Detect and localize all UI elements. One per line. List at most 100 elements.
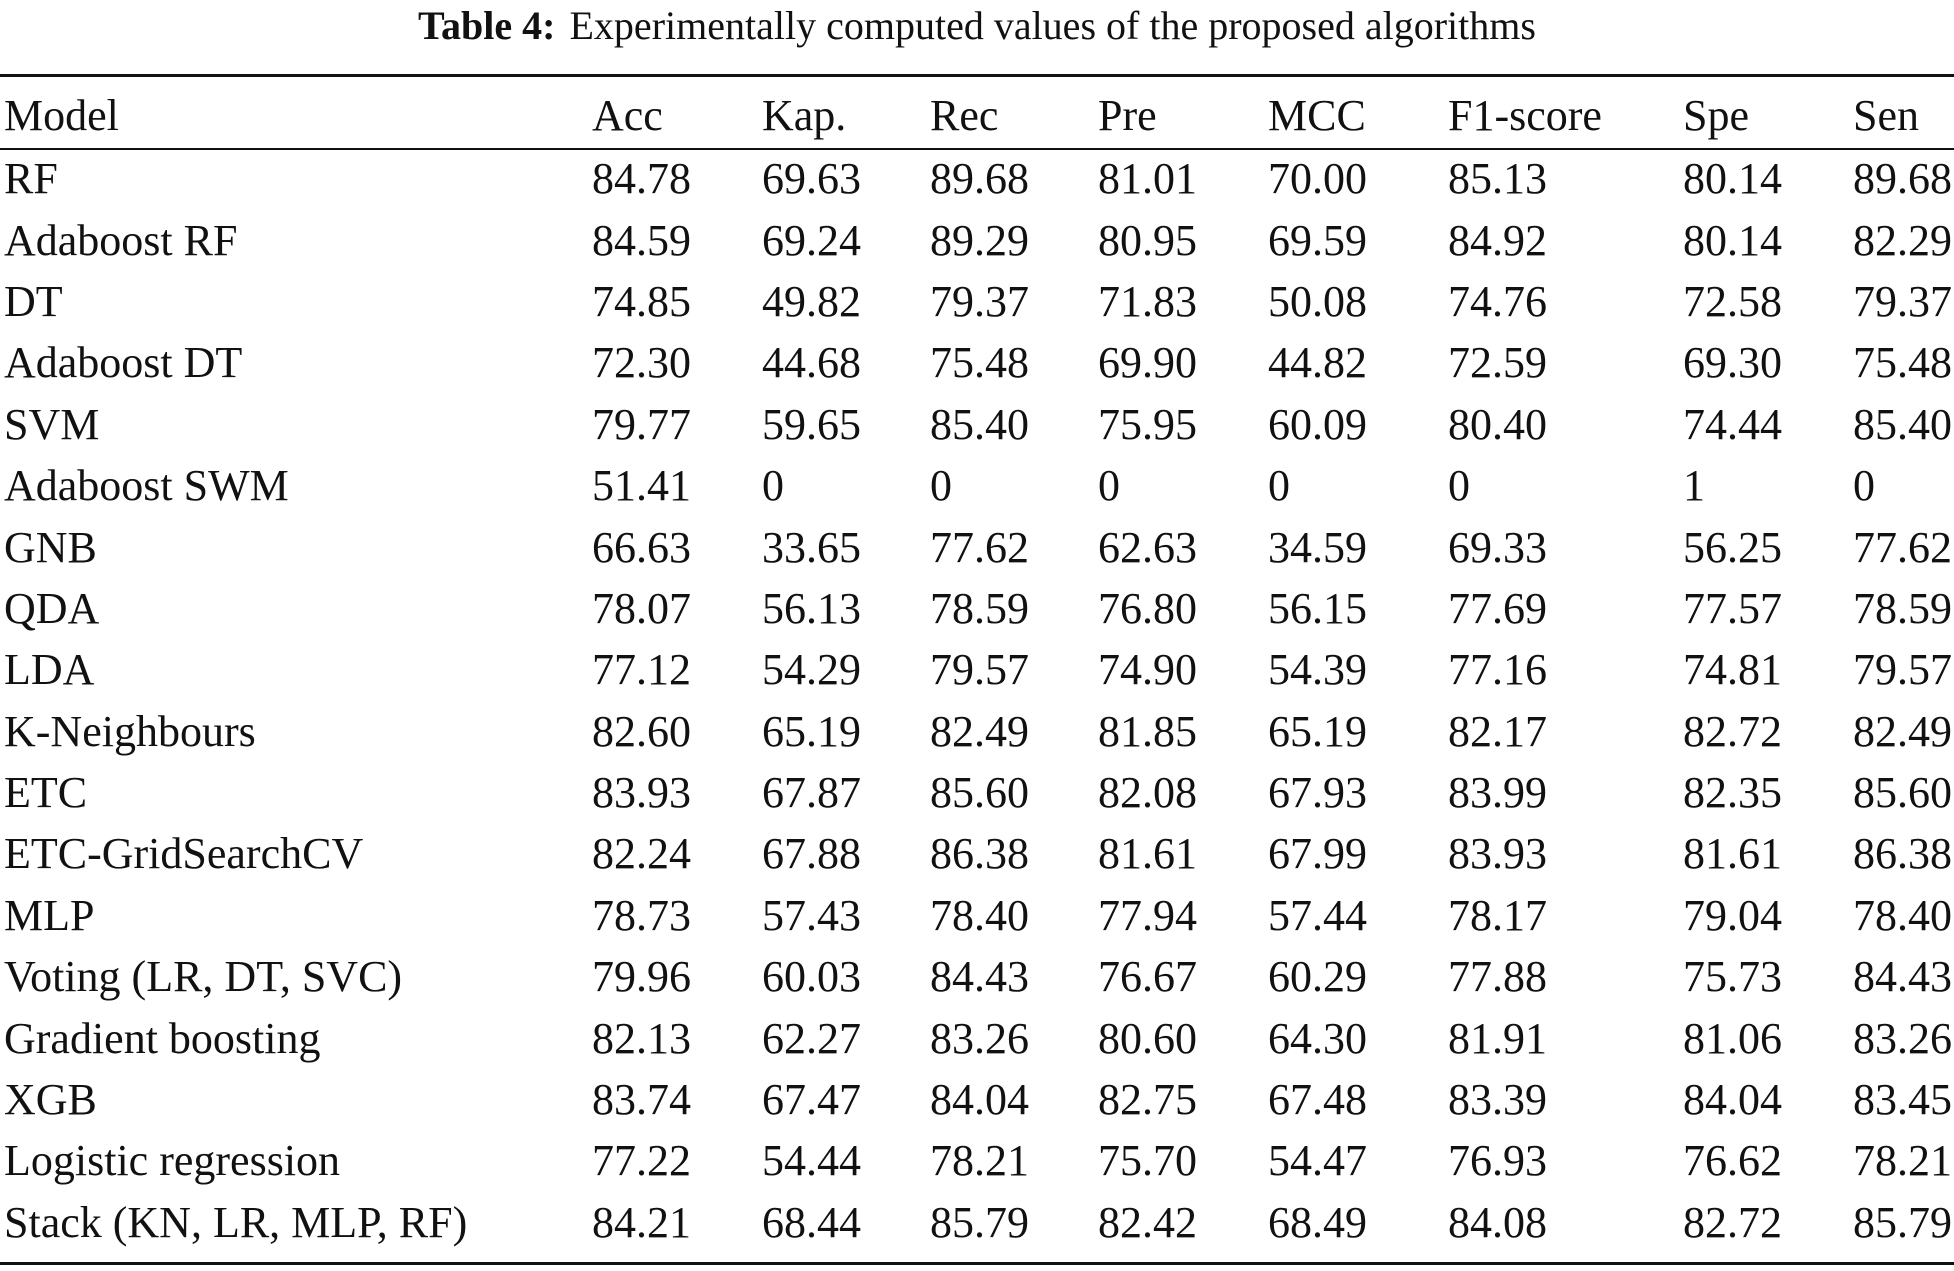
kappa-cell: 68.44 — [762, 1197, 861, 1247]
table-number-label: Table 4: — [418, 3, 556, 48]
acc-cell: 51.41 — [592, 461, 691, 511]
f1-score-cell: 83.39 — [1448, 1075, 1547, 1125]
table-row: SVM 79.77 59.65 85.40 75.95 60.09 80.40 74.44 85… — [0, 394, 1954, 455]
model-name-cell: ETC — [4, 768, 88, 818]
acc-cell: 82.60 — [592, 706, 691, 756]
table-caption: Table 4: Experimentally computed values o… — [0, 0, 1954, 52]
table-row: Voting (LR, DT, SVC) 79.96 60.03 84.43 76.67… — [0, 946, 1954, 1007]
model-name-cell: K-Neighbours — [4, 706, 256, 756]
sen-cell: 83.45 — [1853, 1075, 1952, 1125]
spe-cell: 76.62 — [1683, 1136, 1782, 1186]
kappa-cell: 67.87 — [762, 768, 861, 818]
kappa-cell: 49.82 — [762, 276, 861, 326]
mcc-cell: 44.82 — [1268, 338, 1367, 388]
f1-score-cell: 84.08 — [1448, 1197, 1547, 1247]
f1-score-cell: 80.40 — [1448, 399, 1547, 449]
table-row: RF 84.78 69.63 89.68 81.01 70.00 85.13 80.14 89.… — [0, 148, 1954, 209]
column-header-sen: Sen — [1853, 90, 1919, 140]
mcc-cell: 60.29 — [1268, 952, 1367, 1002]
table-row: Adaboost RF 84.59 69.24 89.29 80.95 69.59 84.9… — [0, 209, 1954, 270]
acc-cell: 84.78 — [592, 154, 691, 204]
pre-cell: 62.63 — [1098, 522, 1197, 572]
model-name-cell: Voting (LR, DT, SVC) — [4, 952, 403, 1002]
model-name-cell: MLP — [4, 890, 95, 940]
sen-cell: 82.29 — [1853, 215, 1952, 265]
model-name-cell: Gradient boosting — [4, 1013, 321, 1063]
f1-score-cell: 83.93 — [1448, 829, 1547, 879]
model-name-cell: XGB — [4, 1075, 97, 1125]
table-row: QDA 78.07 56.13 78.59 76.80 56.15 77.69 77.57 78… — [0, 578, 1954, 639]
f1-score-cell: 77.88 — [1448, 952, 1547, 1002]
spe-cell: 80.14 — [1683, 154, 1782, 204]
mcc-cell: 67.48 — [1268, 1075, 1367, 1125]
table-row: DT 74.85 49.82 79.37 71.83 50.08 74.76 72.58 79.… — [0, 271, 1954, 332]
rec-cell: 89.29 — [930, 215, 1029, 265]
acc-cell: 78.73 — [592, 890, 691, 940]
pre-cell: 75.95 — [1098, 399, 1197, 449]
rec-cell: 0 — [930, 461, 952, 511]
spe-cell: 75.73 — [1683, 952, 1782, 1002]
rec-cell: 89.68 — [930, 154, 1029, 204]
mcc-cell: 56.15 — [1268, 583, 1367, 633]
column-header-rec: Rec — [930, 90, 999, 140]
column-header-mcc: MCC — [1268, 90, 1366, 140]
table-row: Gradient boosting 82.13 62.27 83.26 80.60 64.… — [0, 1007, 1954, 1068]
sen-cell: 82.49 — [1853, 706, 1952, 756]
spe-cell: 1 — [1683, 461, 1705, 511]
pre-cell: 74.90 — [1098, 645, 1197, 695]
mcc-cell: 34.59 — [1268, 522, 1367, 572]
rec-cell: 75.48 — [930, 338, 1029, 388]
column-header-pre: Pre — [1098, 90, 1157, 140]
kappa-cell: 69.24 — [762, 215, 861, 265]
spe-cell: 82.72 — [1683, 706, 1782, 756]
kappa-cell: 54.44 — [762, 1136, 861, 1186]
model-name-cell: QDA — [4, 583, 100, 633]
pre-cell: 69.90 — [1098, 338, 1197, 388]
model-name-cell: Logistic regression — [4, 1136, 341, 1186]
f1-score-cell: 72.59 — [1448, 338, 1547, 388]
table-row: Adaboost DT 72.30 44.68 75.48 69.90 44.82 72.5… — [0, 332, 1954, 393]
f1-score-cell: 69.33 — [1448, 522, 1547, 572]
rec-cell: 86.38 — [930, 829, 1029, 879]
f1-score-cell: 84.92 — [1448, 215, 1547, 265]
column-header-kappa: Kap. — [762, 90, 847, 140]
f1-score-cell: 82.17 — [1448, 706, 1547, 756]
table-row: ETC 83.93 67.87 85.60 82.08 67.93 83.99 82.35 85… — [0, 762, 1954, 823]
sen-cell: 83.26 — [1853, 1013, 1952, 1063]
rec-cell: 79.37 — [930, 276, 1029, 326]
kappa-cell: 69.63 — [762, 154, 861, 204]
table-row: Logistic regression 77.22 54.44 78.21 75.70 5… — [0, 1130, 1954, 1191]
kappa-cell: 65.19 — [762, 706, 861, 756]
mcc-cell: 54.47 — [1268, 1136, 1367, 1186]
spe-cell: 69.30 — [1683, 338, 1782, 388]
table-row: XGB 83.74 67.47 84.04 82.75 67.48 83.39 84.04 83… — [0, 1069, 1954, 1130]
kappa-cell: 62.27 — [762, 1013, 861, 1063]
column-header-model: Model — [4, 90, 119, 140]
spe-cell: 74.81 — [1683, 645, 1782, 695]
table-row: LDA 77.12 54.29 79.57 74.90 54.39 77.16 74.81 79… — [0, 639, 1954, 700]
mcc-cell: 50.08 — [1268, 276, 1367, 326]
model-name-cell: Adaboost SWM — [4, 461, 289, 511]
acc-cell: 77.22 — [592, 1136, 691, 1186]
kappa-cell: 44.68 — [762, 338, 861, 388]
pre-cell: 82.42 — [1098, 1197, 1197, 1247]
table-title: Experimentally computed values of the pr… — [569, 3, 1536, 48]
pre-cell: 82.08 — [1098, 768, 1197, 818]
table-row: K-Neighbours 82.60 65.19 82.49 81.85 65.19 82.… — [0, 701, 1954, 762]
spe-cell: 81.61 — [1683, 829, 1782, 879]
f1-score-cell: 81.91 — [1448, 1013, 1547, 1063]
column-header-f1-score: F1-score — [1448, 90, 1602, 140]
rec-cell: 78.21 — [930, 1136, 1029, 1186]
acc-cell: 66.63 — [592, 522, 691, 572]
mcc-cell: 65.19 — [1268, 706, 1367, 756]
model-name-cell: DT — [4, 276, 63, 326]
f1-score-cell: 74.76 — [1448, 276, 1547, 326]
header-row: Model Acc Kap. Rec Pre MCC F1-score Spe Sen — [0, 82, 1954, 148]
f1-score-cell: 78.17 — [1448, 890, 1547, 940]
spe-cell: 77.57 — [1683, 583, 1782, 633]
acc-cell: 84.21 — [592, 1197, 691, 1247]
mcc-cell: 64.30 — [1268, 1013, 1367, 1063]
table-row: ETC-GridSearchCV 82.24 67.88 86.38 81.61 67.9… — [0, 823, 1954, 884]
acc-cell: 83.93 — [592, 768, 691, 818]
sen-cell: 78.59 — [1853, 583, 1952, 633]
